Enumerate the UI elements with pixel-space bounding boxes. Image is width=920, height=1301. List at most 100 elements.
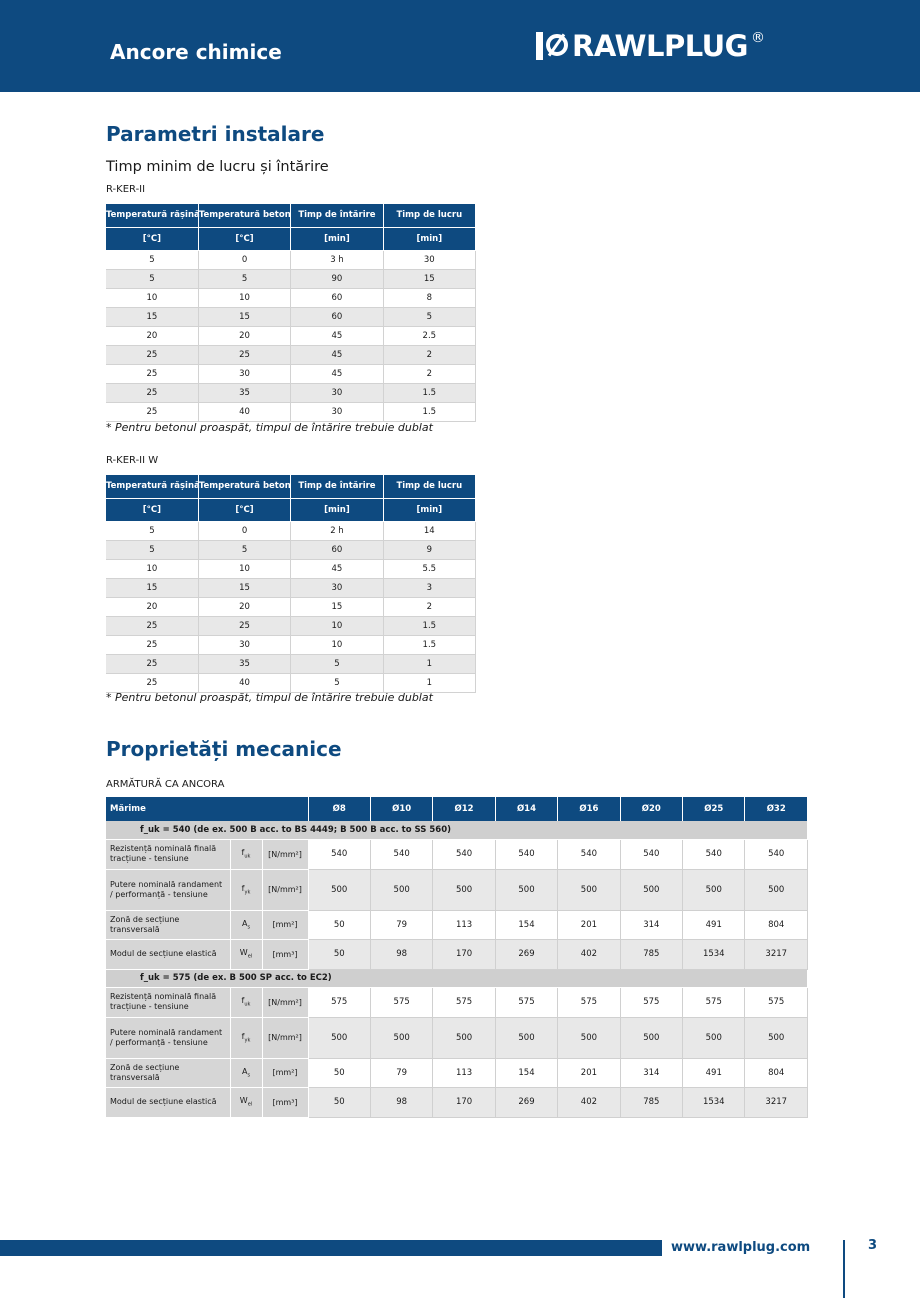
table-row: 20 20 15 2 bbox=[106, 597, 477, 617]
property-label: Rezistență nominală finală tracțiune - t… bbox=[106, 987, 231, 1018]
property-value: 540 bbox=[308, 839, 371, 870]
property-value: 3217 bbox=[744, 939, 808, 970]
property-value: 500 bbox=[308, 869, 371, 911]
property-value: 804 bbox=[744, 1058, 808, 1088]
table-cell: 60 bbox=[290, 288, 384, 308]
property-value: 500 bbox=[495, 869, 559, 911]
property-value: 201 bbox=[557, 910, 621, 940]
property-value: 500 bbox=[370, 1017, 434, 1059]
symbol-main: f bbox=[241, 883, 245, 893]
page-number: 3 bbox=[868, 1238, 878, 1253]
header-title: Ancore chimice bbox=[110, 40, 282, 64]
col-header-diameter: Ø12 bbox=[432, 797, 496, 821]
property-value: 575 bbox=[370, 987, 434, 1018]
table-cell: 5 bbox=[383, 307, 477, 327]
table-cell: 45 bbox=[290, 326, 384, 346]
col-unit: [°C] bbox=[106, 498, 199, 522]
table-row: 25 30 10 1.5 bbox=[106, 635, 477, 655]
property-unit: [N/mm²] bbox=[262, 1017, 309, 1059]
col-unit: [min] bbox=[383, 227, 477, 251]
table-row: 25 40 30 1.5 bbox=[106, 402, 477, 422]
property-row: Zonă de secțiune transversală As [mm²] 50 79… bbox=[106, 910, 808, 940]
col-header-diameter: Ø8 bbox=[308, 797, 371, 821]
col-header-diameter: Ø25 bbox=[682, 797, 746, 821]
col-header: Temperatură rășină bbox=[106, 475, 200, 499]
table-unit-row: [°C] [°C] [min] [min] bbox=[106, 227, 477, 251]
table-cell: 1.5 bbox=[383, 635, 477, 655]
property-value: 98 bbox=[370, 939, 434, 970]
table-cell: 1 bbox=[383, 654, 477, 674]
table-b-note: * Pentru betonul proaspăt, timpul de înt… bbox=[106, 691, 433, 704]
col-header-diameter: Ø32 bbox=[744, 797, 808, 821]
property-value: 804 bbox=[744, 910, 808, 940]
property-row: Zonă de secțiune transversală As [mm²] 50 79… bbox=[106, 1058, 808, 1088]
table-cell: 45 bbox=[290, 345, 384, 365]
table-row: 20 20 45 2.5 bbox=[106, 326, 477, 346]
col-unit: [°C] bbox=[106, 227, 199, 251]
col-header: Timp de întărire bbox=[290, 475, 384, 499]
rawlplug-logo-icon bbox=[536, 32, 568, 60]
group-header-row: f_uk = 540 (de ex. 500 B acc. to BS 4449… bbox=[106, 821, 808, 840]
section-title-mechanical: Proprietăți mecanice bbox=[106, 737, 342, 761]
table-cell: 15 bbox=[198, 578, 292, 598]
table-cell: 20 bbox=[106, 597, 199, 617]
mechanical-properties-table: Mărime Ø8 Ø10 Ø12 Ø14 Ø16 Ø20 Ø25 Ø32 f_… bbox=[106, 797, 808, 1118]
table-a-note: * Pentru betonul proaspăt, timpul de înt… bbox=[106, 421, 433, 434]
symbol-subscript: yk bbox=[244, 889, 251, 896]
curing-table-rker2w: Temperatură rășină Temperatură beton Tim… bbox=[106, 475, 477, 693]
section-subtitle: Timp minim de lucru și întărire bbox=[106, 159, 329, 175]
table-cell: 40 bbox=[198, 402, 292, 422]
page-header: Ancore chimice RAWLPLUG ® bbox=[0, 0, 920, 92]
rebar-label: ARMĂTURĂ CA ANCORA bbox=[106, 779, 225, 790]
property-value: 575 bbox=[682, 987, 746, 1018]
footer-website-link[interactable]: www.rawlplug.com bbox=[671, 1240, 811, 1255]
property-unit: [N/mm²] bbox=[262, 869, 309, 911]
property-value: 50 bbox=[308, 939, 371, 970]
table-unit-row: [°C] [°C] [min] [min] bbox=[106, 498, 477, 522]
col-header: Temperatură beton bbox=[198, 475, 292, 499]
table-cell: 8 bbox=[383, 288, 477, 308]
table-cell: 1 bbox=[383, 673, 477, 693]
table-cell: 14 bbox=[383, 521, 477, 541]
property-value: 575 bbox=[620, 987, 684, 1018]
property-unit: [N/mm²] bbox=[262, 839, 309, 870]
col-header-size: Mărime bbox=[106, 797, 309, 821]
property-value: 170 bbox=[432, 1087, 496, 1118]
property-symbol: fyk bbox=[230, 869, 263, 911]
table-cell: 30 bbox=[290, 578, 384, 598]
property-label: Zonă de secțiune transversală bbox=[106, 910, 231, 940]
property-value: 500 bbox=[432, 1017, 496, 1059]
symbol-main: W bbox=[239, 1096, 248, 1106]
table-header-row: Temperatură rășină Temperatură beton Tim… bbox=[106, 475, 477, 499]
property-value: 500 bbox=[495, 1017, 559, 1059]
property-row: Rezistență nominală finală tracțiune - t… bbox=[106, 987, 808, 1018]
table-cell: 2 bbox=[383, 364, 477, 384]
property-unit: [N/mm²] bbox=[262, 987, 309, 1018]
property-unit: [mm³] bbox=[262, 1087, 309, 1118]
symbol-main: A bbox=[241, 918, 248, 928]
table-cell: 15 bbox=[106, 307, 199, 327]
col-unit: [min] bbox=[383, 498, 477, 522]
table-cell: 3 bbox=[383, 578, 477, 598]
table-cell: 60 bbox=[290, 307, 384, 327]
col-unit: [°C] bbox=[198, 498, 292, 522]
table-cell: 1.5 bbox=[383, 383, 477, 403]
col-header-diameter: Ø16 bbox=[557, 797, 621, 821]
property-value: 201 bbox=[557, 1058, 621, 1088]
property-value: 500 bbox=[557, 1017, 621, 1059]
property-row: Putere nominală randament / performanță … bbox=[106, 1017, 808, 1059]
table-cell: 2.5 bbox=[383, 326, 477, 346]
table-cell: 35 bbox=[198, 654, 292, 674]
property-label: Rezistență nominală finală tracțiune - t… bbox=[106, 839, 231, 870]
table-cell: 10 bbox=[290, 635, 384, 655]
property-value: 154 bbox=[495, 1058, 559, 1088]
property-value: 50 bbox=[308, 1058, 371, 1088]
property-value: 154 bbox=[495, 910, 559, 940]
table-cell: 5 bbox=[198, 269, 292, 289]
property-value: 1534 bbox=[682, 1087, 746, 1118]
property-value: 540 bbox=[495, 839, 559, 870]
table-cell: 5 bbox=[198, 540, 292, 560]
table-cell: 1.5 bbox=[383, 616, 477, 636]
property-value: 402 bbox=[557, 939, 621, 970]
table-cell: 25 bbox=[106, 616, 199, 636]
